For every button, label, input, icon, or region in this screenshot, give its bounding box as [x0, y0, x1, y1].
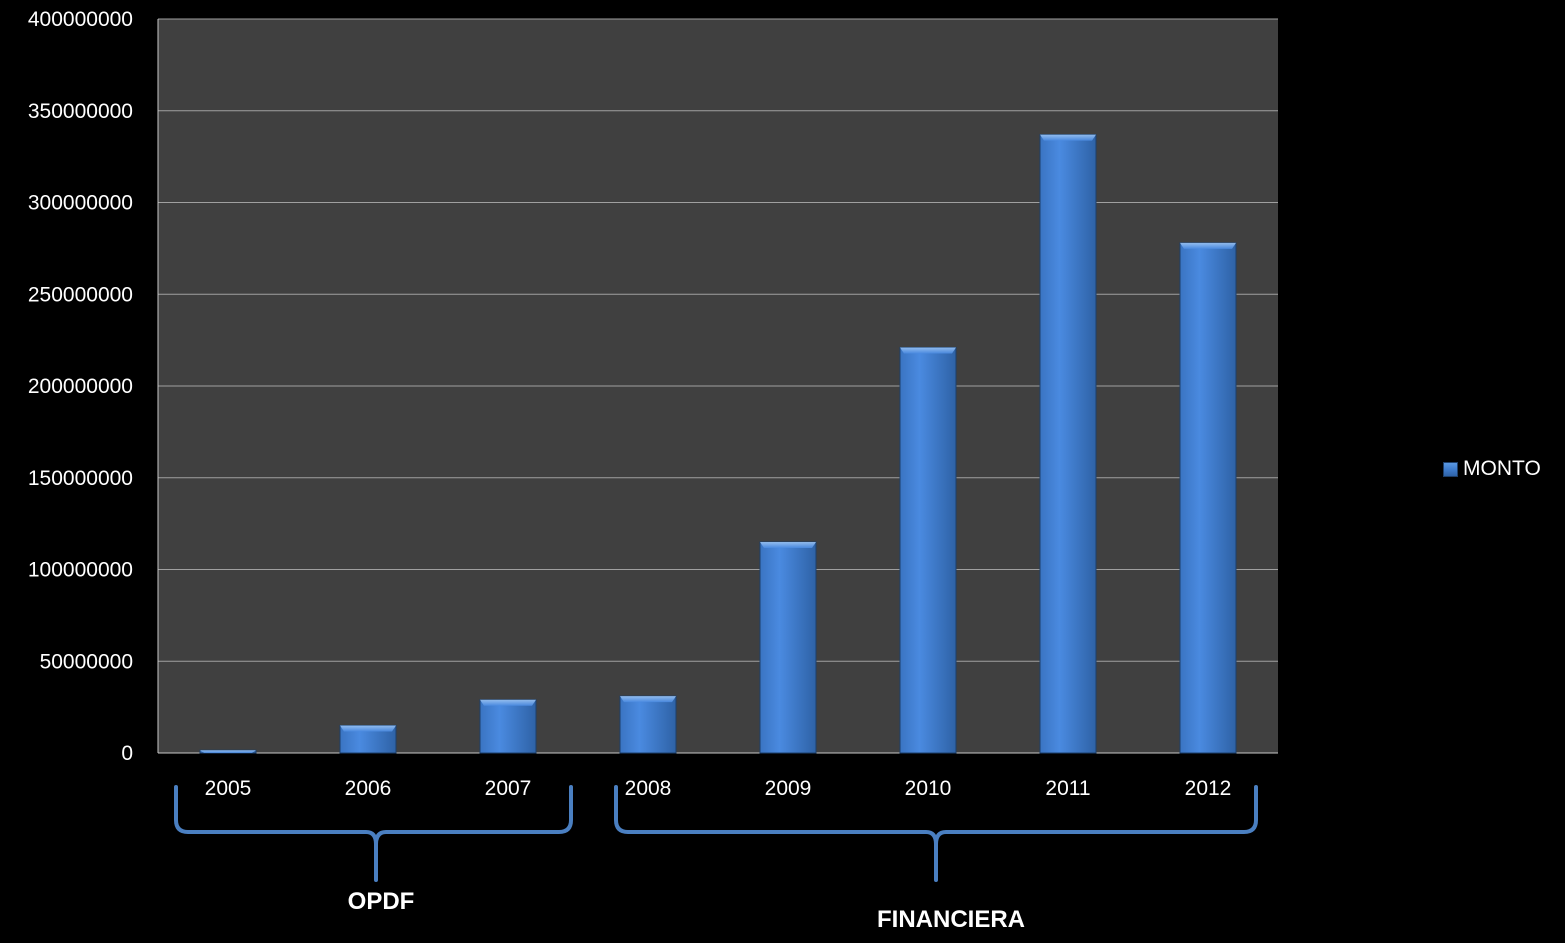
y-tick-label: 100000000 [28, 559, 133, 582]
y-tick-label: 50000000 [40, 650, 133, 673]
group-bracket [174, 785, 573, 882]
y-tick-label: 150000000 [28, 467, 133, 490]
group-label-financiera: FINANCIERA [877, 906, 1025, 933]
group-label-opdf: OPDF [347, 888, 415, 915]
x-tick-label: 2012 [1185, 777, 1232, 800]
legend: MONTO [1443, 457, 1541, 481]
x-tick-label: 2007 [485, 777, 532, 800]
bar [479, 699, 537, 754]
bar [759, 541, 817, 754]
bar [619, 695, 677, 754]
y-tick-label: 400000000 [28, 8, 133, 31]
y-tick-label: 300000000 [28, 192, 133, 215]
y-tick-label: 350000000 [28, 100, 133, 123]
y-tick-label: 0 [121, 742, 133, 765]
x-tick-label: 2011 [1045, 777, 1090, 800]
group-bracket [614, 785, 1258, 882]
x-tick-label: 2009 [765, 777, 812, 800]
legend-label: MONTO [1463, 457, 1541, 480]
bar [1179, 242, 1237, 754]
bar [899, 346, 957, 754]
y-tick-label: 200000000 [28, 375, 133, 398]
x-tick-label: 2008 [625, 777, 672, 800]
y-tick-label: 250000000 [28, 283, 133, 306]
x-tick-label: 2010 [905, 777, 952, 800]
bar [199, 749, 257, 754]
bar [1039, 134, 1097, 754]
legend-swatch [1443, 461, 1458, 477]
bar [339, 724, 397, 754]
x-tick-label: 2005 [205, 777, 252, 800]
x-tick-label: 2006 [345, 777, 392, 800]
